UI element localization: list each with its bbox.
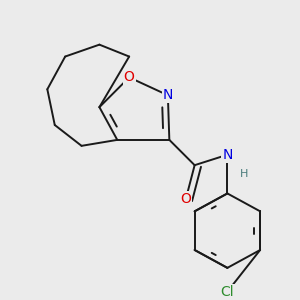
Text: O: O bbox=[124, 70, 135, 84]
Text: Cl: Cl bbox=[220, 285, 234, 299]
Text: N: N bbox=[163, 88, 173, 102]
Text: N: N bbox=[222, 148, 233, 162]
Text: H: H bbox=[240, 169, 248, 179]
Text: O: O bbox=[180, 192, 191, 206]
